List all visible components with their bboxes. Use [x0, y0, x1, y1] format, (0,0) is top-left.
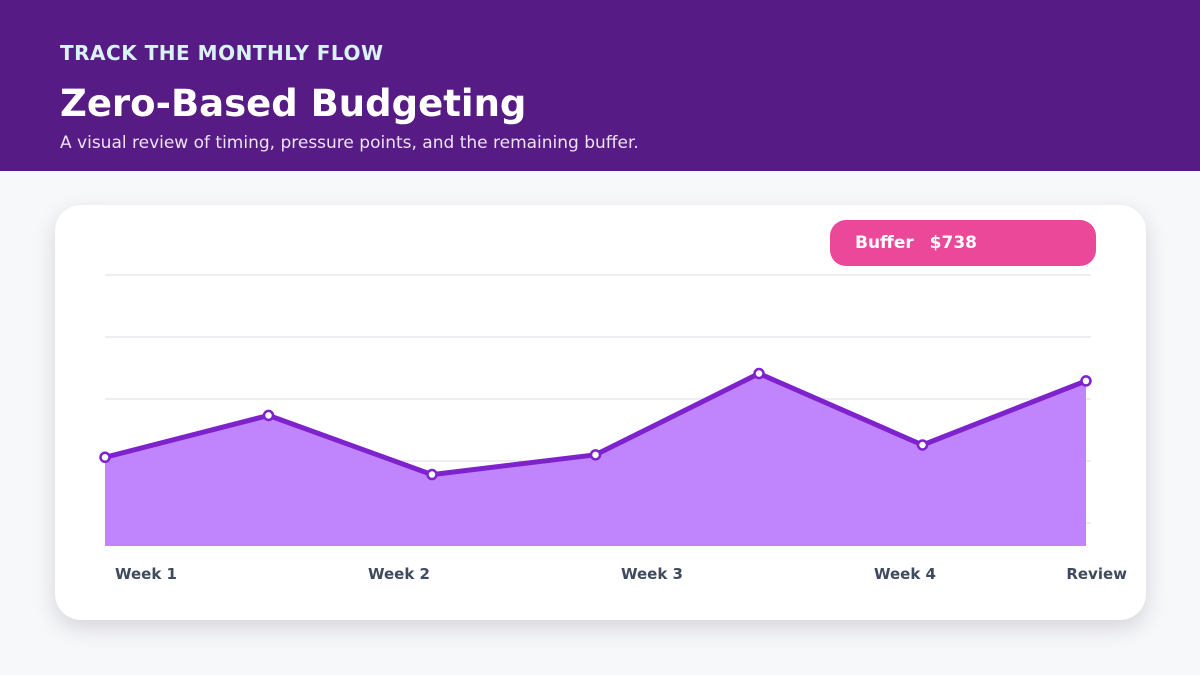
data-point-3	[589, 449, 602, 461]
buffer-value: $738	[929, 233, 977, 253]
x-tick-label-1: Week 2	[368, 565, 430, 583]
point-layer	[99, 367, 1092, 481]
chart-card	[55, 205, 1146, 620]
data-point-4	[753, 367, 765, 380]
page-subtitle: A visual review of timing, pressure poin…	[60, 133, 639, 153]
data-point-5	[916, 439, 929, 451]
x-tick-label-3: Week 4	[874, 565, 936, 583]
data-point-1	[262, 409, 275, 422]
header-banner: TRACK THE MONTHLY FLOW Zero-Based Budget…	[0, 0, 1200, 171]
data-point-6	[1080, 375, 1092, 387]
page-title: Zero-Based Budgeting	[60, 82, 527, 125]
buffer-label: Buffer	[855, 233, 914, 253]
data-point-0	[99, 451, 111, 464]
buffer-badge: Buffer $738	[830, 220, 1096, 266]
x-tick-label-0: Week 1	[115, 565, 177, 583]
x-tick-label-2: Week 3	[621, 565, 683, 583]
data-point-2	[426, 468, 438, 481]
x-tick-labels: Week 1 Week 2 Week 3 Week 4 Review	[115, 565, 1127, 583]
eyebrow-text: TRACK THE MONTHLY FLOW	[60, 41, 384, 65]
x-tick-label-4: Review	[1066, 565, 1127, 583]
